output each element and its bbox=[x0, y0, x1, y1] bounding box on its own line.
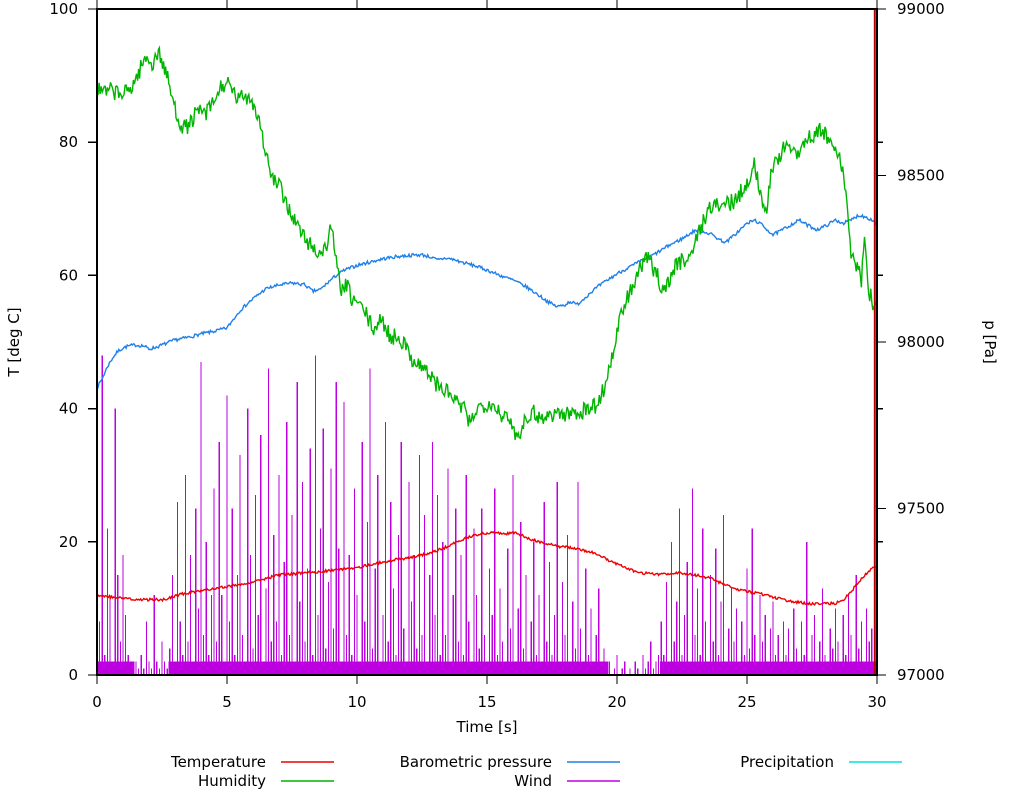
y2-tick-label: 98500 bbox=[897, 167, 945, 185]
y1-tick-label: 20 bbox=[59, 533, 78, 551]
series-wind bbox=[96, 355, 878, 675]
y1-tick-label: 100 bbox=[49, 0, 78, 18]
x-tick-label: 15 bbox=[477, 693, 496, 711]
y2-tick-label: 99000 bbox=[897, 0, 945, 18]
y2-tick-label: 98000 bbox=[897, 333, 945, 351]
y1-tick-label: 40 bbox=[59, 400, 78, 418]
legend-item-wind: Wind bbox=[514, 772, 620, 790]
legend-label: Barometric pressure bbox=[400, 753, 552, 771]
legend-label: Precipitation bbox=[740, 753, 834, 771]
legend-item-barometric-pressure: Barometric pressure bbox=[400, 753, 620, 771]
x-tick-label: 5 bbox=[222, 693, 232, 711]
legend-label: Wind bbox=[514, 772, 552, 790]
x-axis-title: Time [s] bbox=[456, 718, 518, 736]
y2-tick-label: 97000 bbox=[897, 666, 945, 684]
y1-tick-label: 60 bbox=[59, 266, 78, 284]
x-tick-label: 25 bbox=[737, 693, 756, 711]
tick-labels: 0 5 10 15 20 25 30 0 20 40 60 80 100 97000 97500 98000 9… bbox=[49, 0, 944, 711]
y1-tick-label: 0 bbox=[68, 666, 78, 684]
series-line bbox=[96, 213, 878, 390]
y2-tick-label: 97500 bbox=[897, 500, 945, 518]
series-temperature bbox=[97, 530, 878, 606]
x-tick-label: 10 bbox=[347, 693, 366, 711]
plot-series bbox=[96, 45, 878, 676]
legend-item-humidity: Humidity bbox=[198, 772, 334, 790]
legend-item-precipitation: Precipitation bbox=[740, 753, 902, 771]
series-humidity bbox=[96, 45, 878, 441]
x-tick-label: 0 bbox=[92, 693, 102, 711]
plot-axes bbox=[88, 0, 886, 684]
series-line bbox=[97, 530, 878, 606]
y1-axis-title: T [deg C] bbox=[5, 307, 23, 377]
legend-label: Humidity bbox=[198, 772, 266, 790]
legend-item-temperature: Temperature bbox=[170, 753, 334, 771]
series-line bbox=[96, 45, 878, 441]
x-tick-label: 20 bbox=[607, 693, 626, 711]
y1-tick-label: 80 bbox=[59, 133, 78, 151]
y2-axis-title: p [Pa] bbox=[981, 320, 999, 364]
x-tick-label: 30 bbox=[867, 693, 886, 711]
legend-label: Temperature bbox=[170, 753, 266, 771]
series-barometric-pressure bbox=[96, 213, 878, 390]
